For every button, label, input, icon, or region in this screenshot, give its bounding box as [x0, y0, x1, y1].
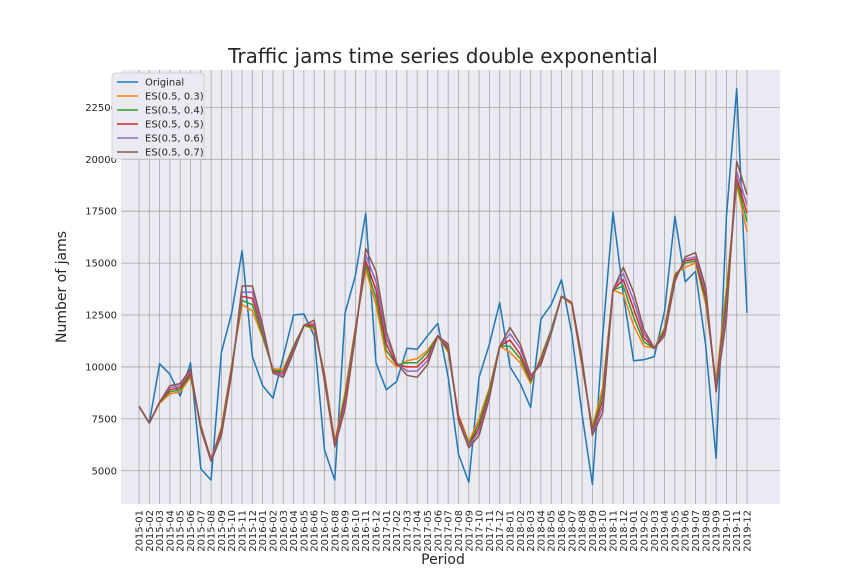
series-line	[138, 160, 748, 463]
y-tick-label: 5000	[92, 466, 117, 477]
x-tick-label: 2018-02	[516, 510, 527, 552]
x-tick-label: 2016-02	[268, 510, 279, 552]
x-tick-label: 2017-01	[382, 510, 393, 552]
x-tick-label: 2019-06	[681, 510, 692, 552]
x-tick-label: 2018-10	[598, 510, 609, 552]
x-tick-label: 2015-07	[196, 510, 207, 552]
x-tick-label: 2019-01	[629, 510, 640, 552]
x-tick-label: 2019-08	[701, 510, 712, 552]
x-tick-label: 2018-06	[557, 510, 568, 552]
x-tick-label: 2017-09	[464, 510, 475, 552]
x-tick-label: 2018-11	[609, 510, 620, 552]
x-tick-label: 2017-07	[444, 510, 455, 552]
x-tick-label: 2019-09	[712, 510, 723, 552]
x-tick-label: 2017-06	[433, 510, 444, 552]
x-tick-label: 2018-05	[547, 510, 558, 552]
series-line	[138, 87, 748, 486]
x-tick-label: 2017-04	[413, 510, 424, 552]
legend-label: Original	[145, 78, 184, 89]
x-tick-label: 2017-10	[475, 510, 486, 552]
x-tick-label: 2019-10	[722, 510, 733, 552]
x-tick-label: 2016-03	[279, 510, 290, 552]
legend-label: ES(0.5, 0.6)	[145, 134, 204, 145]
x-axis-label: Period	[421, 552, 465, 568]
x-tick-label: 2015-08	[207, 510, 218, 552]
x-tick-label: 2015-01	[135, 510, 146, 552]
x-tick-label: 2017-08	[454, 510, 465, 552]
x-tick-label: 2015-03	[155, 510, 166, 552]
legend-label: ES(0.5, 0.4)	[145, 106, 204, 117]
x-tick-label: 2019-05	[670, 510, 681, 552]
x-tick-label: 2017-05	[423, 510, 434, 552]
x-tick-label: 2019-04	[660, 510, 671, 552]
legend-label: ES(0.5, 0.7)	[145, 148, 204, 159]
chart-title: Traffic jams time series double exponent…	[227, 44, 658, 68]
x-tick-label: 2019-03	[650, 510, 661, 552]
x-tick-label: 2018-07	[567, 510, 578, 552]
legend-label: ES(0.5, 0.5)	[145, 120, 204, 131]
plot-background	[121, 70, 780, 504]
x-tick-label: 2017-02	[392, 510, 403, 552]
y-tick-labels: 5000 7500 10000 12500 15000 17500 20000 22500	[85, 103, 117, 477]
y-tick-label: 17500	[85, 207, 117, 218]
x-tick-label: 2016-06	[310, 510, 321, 552]
x-tick-label: 2016-10	[351, 510, 362, 552]
x-tick-label: 2019-07	[691, 510, 702, 552]
y-tick-label: 22500	[85, 103, 117, 114]
x-tick-label: 2015-10	[227, 510, 238, 552]
x-tick-label: 2018-03	[526, 510, 537, 552]
y-tick-label: 15000	[85, 259, 117, 270]
x-tick-label: 2018-01	[505, 510, 516, 552]
x-tick-label: 2016-05	[299, 510, 310, 552]
x-tick-label: 2015-02	[145, 510, 156, 552]
x-tick-label: 2019-11	[732, 510, 743, 552]
x-tick-label: 2015-11	[238, 510, 249, 552]
x-tick-label: 2016-09	[341, 510, 352, 552]
x-tick-label: 2015-05	[176, 510, 187, 552]
x-tick-labels: 2015-01 2015-02 2015-03 2015-04 2015-05 2015-…	[135, 510, 754, 552]
x-tick-label: 2017-11	[485, 510, 496, 552]
x-tick-label: 2016-04	[289, 510, 300, 552]
legend-label: ES(0.5, 0.3)	[145, 92, 204, 103]
x-tick-label: 2016-11	[361, 510, 372, 552]
x-tick-label: 2015-04	[165, 510, 176, 552]
x-tick-label: 2016-08	[330, 510, 341, 552]
x-tick-label: 2015-12	[248, 510, 259, 552]
x-tick-label: 2016-12	[372, 510, 383, 552]
x-tick-label: 2018-12	[619, 510, 630, 552]
x-tick-label: 2015-09	[217, 510, 228, 552]
legend: Original ES(0.5, 0.3) ES(0.5, 0.4) ES(0.5, …	[111, 72, 205, 160]
y-axis-label: Number of jams	[54, 231, 70, 343]
x-tick-label: 2016-01	[258, 510, 269, 552]
y-tick-label: 12500	[85, 311, 117, 322]
x-tick-label: 2017-03	[402, 510, 413, 552]
x-tick-label: 2017-12	[495, 510, 506, 552]
x-tick-label: 2018-08	[578, 510, 589, 552]
x-tick-label: 2019-12	[743, 510, 754, 552]
series-lines	[138, 87, 748, 486]
y-tick-label: 20000	[85, 155, 117, 166]
x-tick-label: 2019-02	[639, 510, 650, 552]
x-tick-label: 2018-04	[536, 510, 547, 552]
x-tick-label: 2015-06	[186, 510, 197, 552]
y-tick-label: 7500	[92, 414, 117, 425]
y-tick-label: 10000	[85, 362, 117, 373]
x-tick-label: 2016-07	[320, 510, 331, 552]
x-tick-label: 2018-09	[588, 510, 599, 552]
